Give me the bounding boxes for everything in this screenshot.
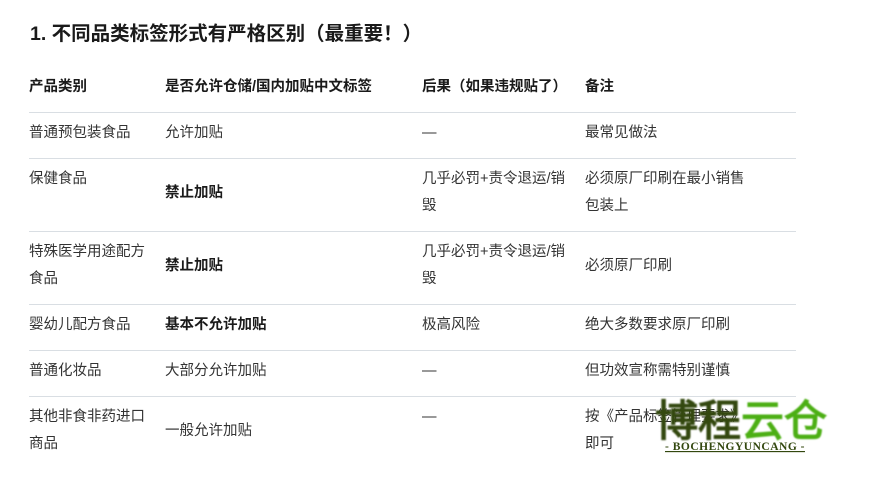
svg-text:- BOCHENGYUNCANG -: - BOCHENGYUNCANG -: [665, 441, 805, 453]
svg-text:博程云仓: 博程云仓: [655, 398, 828, 446]
